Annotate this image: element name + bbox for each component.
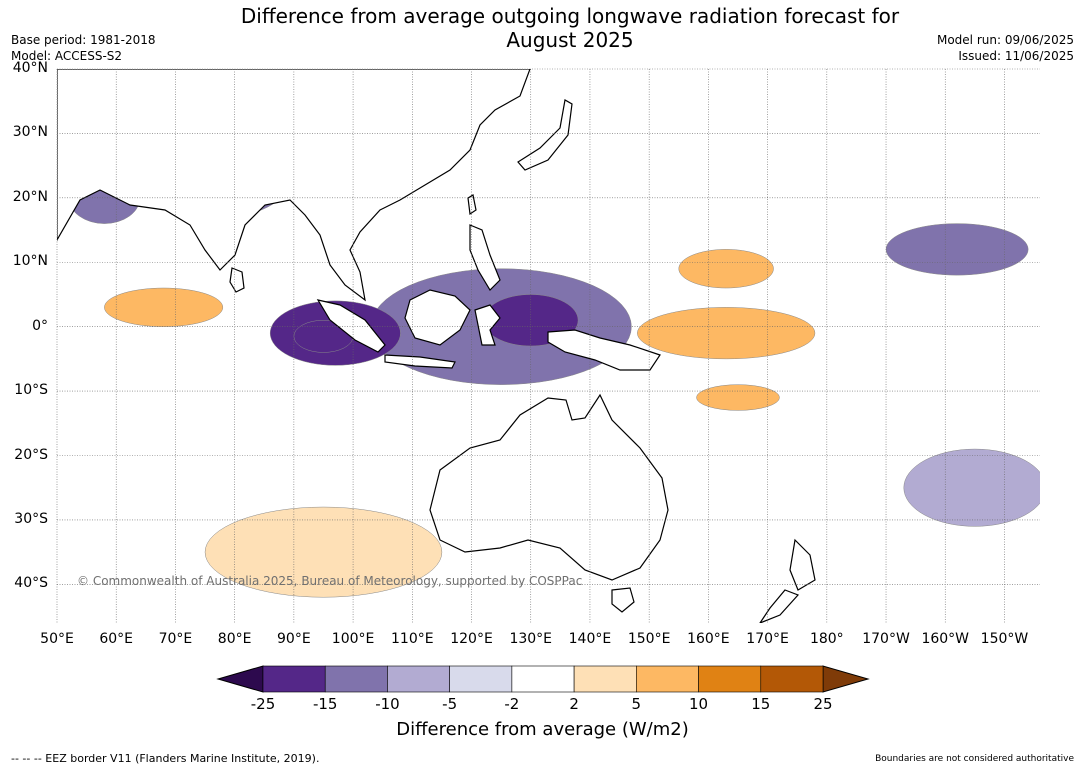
sri-lanka-island bbox=[229, 267, 245, 293]
colorbar-segment bbox=[262, 665, 326, 693]
new-guinea-island bbox=[547, 329, 661, 371]
latitude-label: 20°S bbox=[14, 446, 48, 463]
colorbar-title: Difference from average (W/m2) bbox=[396, 719, 689, 740]
taiwan-island bbox=[467, 194, 477, 216]
longitude-label: 150°E bbox=[627, 631, 671, 647]
longitude-label: 110°E bbox=[391, 631, 434, 647]
latitude-label: 0° bbox=[32, 317, 48, 334]
colorbar-low-extend bbox=[216, 665, 264, 693]
base-period-text: Base period: 1981-2018 bbox=[11, 33, 156, 47]
colorbar-segment bbox=[636, 665, 699, 693]
borneo-island bbox=[404, 289, 471, 346]
title-line-1: Difference from average outgoing longwav… bbox=[240, 4, 900, 28]
latitude-label: 40°N bbox=[12, 60, 48, 76]
copyright-notice: © Commonwealth of Australia 2025, Bureau… bbox=[77, 574, 583, 588]
australia-landmass bbox=[429, 393, 669, 581]
meta-right: Model run: 09/06/2025 Issued: 11/06/2025 bbox=[937, 32, 1074, 64]
anomaly-region-southern-indian-ocean bbox=[204, 506, 443, 598]
philippines-islands bbox=[469, 224, 501, 291]
anomaly-region-equatorial-pacific bbox=[637, 307, 816, 360]
colorbar-segment bbox=[324, 665, 388, 693]
colorbar-segment bbox=[511, 665, 575, 693]
sumatra-island bbox=[316, 299, 386, 353]
new-zealand-north bbox=[789, 538, 816, 591]
longitude-label: 130°E bbox=[509, 631, 553, 647]
longitude-label: 160°W bbox=[921, 631, 970, 647]
longitude-label: 180° bbox=[809, 631, 844, 647]
colorbar-tick-label: 15 bbox=[751, 695, 771, 713]
colorbar-segment bbox=[698, 665, 762, 693]
boundaries-disclaimer: Boundaries are not considered authoritat… bbox=[875, 754, 1074, 764]
japan-islands bbox=[517, 99, 573, 171]
latitude-label: 10°N bbox=[12, 253, 48, 270]
colorbar-tick-label: 25 bbox=[813, 695, 833, 713]
title-line-2: August 2025 bbox=[506, 28, 634, 52]
longitude-label: 150°W bbox=[980, 631, 1029, 647]
model-run-text: Model run: 09/06/2025 bbox=[936, 33, 1074, 47]
colorbar-segment bbox=[760, 665, 824, 693]
anomaly-region-north-pacific-east bbox=[885, 223, 1029, 276]
new-zealand-south bbox=[759, 589, 800, 623]
longitude-label: 50°E bbox=[40, 631, 74, 647]
longitude-label: 120°E bbox=[450, 631, 493, 647]
model-text: Model: ACCESS-S2 bbox=[11, 49, 123, 63]
colorbar-tick-label: 5 bbox=[631, 695, 642, 713]
colorbar-tick-label: -10 bbox=[375, 695, 400, 713]
longitude-label: 100°E bbox=[331, 631, 375, 647]
latitude-label: 20°N bbox=[12, 188, 48, 205]
colorbar-segment bbox=[387, 665, 450, 693]
page-title: Difference from average outgoing longwav… bbox=[170, 4, 970, 52]
longitude-label: 160°E bbox=[687, 631, 730, 647]
colorbar-tick-label: -2 bbox=[504, 695, 520, 713]
anomaly-region-south-pacific-west bbox=[696, 384, 780, 411]
colorbar-segment bbox=[449, 665, 513, 693]
meta-left: Base period: 1981-2018 Model: ACCESS-S2 bbox=[11, 32, 156, 64]
colorbar-tick-label: -25 bbox=[250, 695, 276, 713]
issued-text: Issued: 11/06/2025 bbox=[958, 49, 1074, 63]
longitude-label: 170°W bbox=[862, 631, 910, 647]
java-island bbox=[384, 354, 456, 369]
sulawesi-island bbox=[474, 304, 501, 346]
latitude-label: 30°N bbox=[12, 124, 48, 141]
longitude-label: 90°E bbox=[277, 631, 311, 647]
colorbar-segment bbox=[573, 665, 637, 693]
longitude-label: 140°E bbox=[568, 631, 612, 647]
anomaly-region-arabian-sea-south bbox=[104, 287, 224, 327]
latitude-label: 40°S bbox=[14, 575, 48, 592]
colorbar-tick-label: 10 bbox=[689, 695, 709, 713]
longitude-label: 60°E bbox=[99, 631, 134, 647]
latitude-label: 30°S bbox=[14, 510, 48, 527]
latitude-label: 10°S bbox=[14, 382, 48, 399]
anomaly-region-north-pacific-west bbox=[678, 249, 774, 289]
longitude-label: 80°E bbox=[217, 631, 252, 647]
colorbar-high-extend bbox=[822, 665, 870, 693]
longitude-label: 70°E bbox=[158, 631, 193, 647]
eez-border-legend: -- -- -- EEZ border V11 (Flanders Marine… bbox=[11, 752, 320, 765]
colorbar-tick-label: 2 bbox=[569, 695, 579, 713]
colorbar-tick-label: -15 bbox=[312, 695, 338, 713]
longitude-label: 170°E bbox=[746, 631, 789, 647]
colorbar bbox=[216, 665, 870, 693]
colorbar-tick-label: -5 bbox=[442, 695, 458, 713]
tasmania-island bbox=[611, 587, 635, 613]
anomaly-region-south-pacific-east bbox=[903, 448, 1040, 527]
